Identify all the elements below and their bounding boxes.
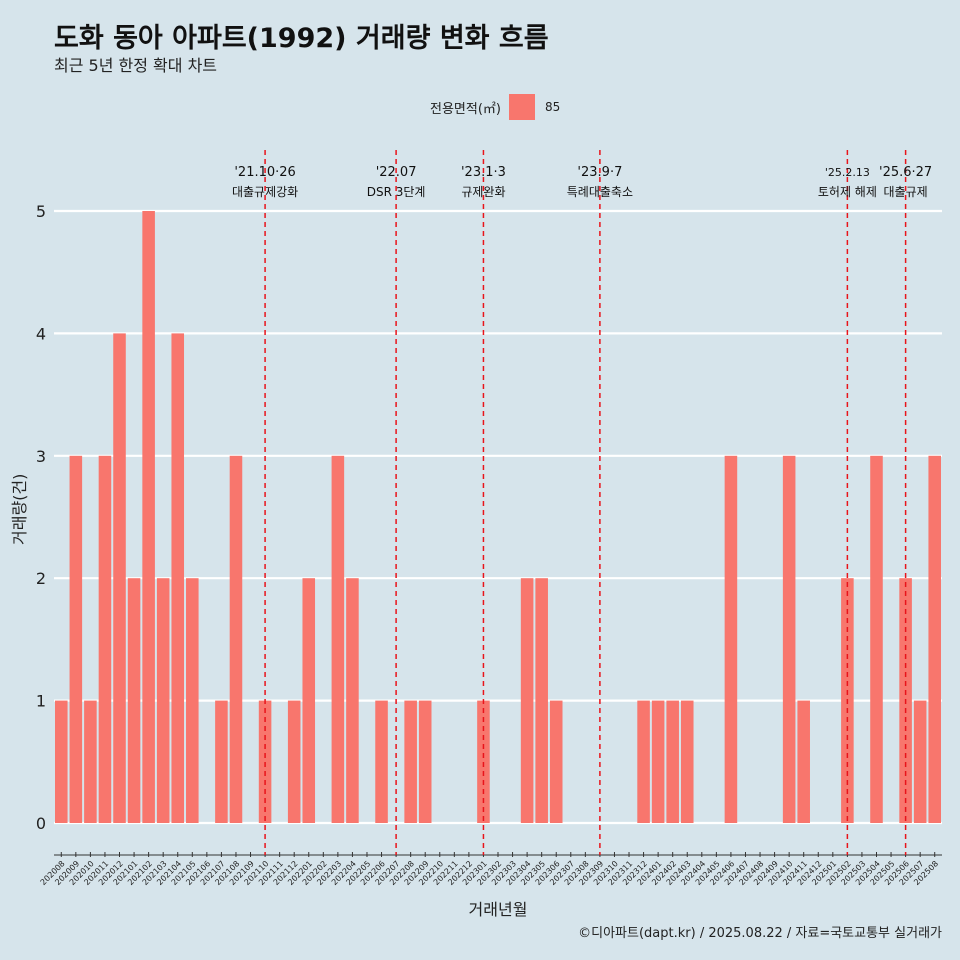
bar xyxy=(782,455,796,823)
y-axis-label: 거래량(건) xyxy=(10,473,29,545)
bar xyxy=(258,700,272,823)
chart-subtitle: 최근 5년 한정 확대 차트 xyxy=(54,56,218,75)
event-name-label: DSR 3단계 xyxy=(367,185,426,199)
bar xyxy=(666,700,679,823)
y-tick-label: 0 xyxy=(36,814,46,833)
bar xyxy=(55,700,68,823)
chart-title: 도화 동아 아파트(1992) 거래량 변화 흐름 xyxy=(54,23,549,54)
event-date-label: '22.07 xyxy=(376,165,417,180)
legend-title: 전용면적(㎡) xyxy=(430,101,501,117)
bar xyxy=(724,455,738,823)
bar xyxy=(113,333,126,823)
bar xyxy=(69,455,83,823)
source-caption: ©디아파트(dapt.kr) / 2025.08.22 / 자료=국토교통부 실… xyxy=(578,926,942,941)
event-name-label: 규제완화 xyxy=(461,185,505,199)
x-axis-label: 거래년월 xyxy=(468,900,528,919)
bar xyxy=(156,578,170,823)
bar xyxy=(680,700,694,823)
y-tick-label: 3 xyxy=(36,447,46,466)
bar xyxy=(637,700,650,823)
event-date-label: '25.6·27 xyxy=(879,165,932,180)
bar xyxy=(331,455,345,823)
legend-swatch xyxy=(508,94,535,120)
bar xyxy=(229,455,243,823)
y-tick-label: 5 xyxy=(36,202,46,221)
bar xyxy=(549,700,563,823)
bar xyxy=(186,578,199,823)
bar xyxy=(142,211,155,823)
bar xyxy=(797,700,810,823)
bar xyxy=(535,578,548,823)
bar xyxy=(127,578,141,823)
bar xyxy=(928,455,941,823)
event-name-label: 토허제 해제 xyxy=(818,185,877,199)
y-tick-label: 2 xyxy=(36,569,46,588)
bar xyxy=(98,455,112,823)
bar xyxy=(418,700,432,823)
bar xyxy=(84,700,97,823)
bar xyxy=(171,333,185,823)
bar xyxy=(375,700,388,823)
bar xyxy=(870,455,883,823)
event-date-label: '23.9·7 xyxy=(577,165,622,180)
bar xyxy=(477,700,490,823)
bar xyxy=(287,700,301,823)
bar xyxy=(215,700,228,823)
legend-label: 85 xyxy=(544,100,561,114)
bar xyxy=(302,578,316,823)
bar xyxy=(913,700,927,823)
event-name-label: 특례대출축소 xyxy=(567,185,633,199)
bar xyxy=(346,578,359,823)
event-date-label: '21.10·26 xyxy=(234,165,295,180)
y-tick-label: 4 xyxy=(36,324,46,343)
bar xyxy=(651,700,665,823)
event-name-label: 대출규제강화 xyxy=(232,185,298,199)
legend: 전용면적(㎡) 85 xyxy=(430,94,560,120)
event-date-label: '25.2.13 xyxy=(825,166,870,179)
y-tick-label: 1 xyxy=(36,692,46,711)
bar xyxy=(520,578,534,823)
event-date-label: '23.1·3 xyxy=(461,165,506,180)
bar xyxy=(404,700,417,823)
event-name-label: 대출규제 xyxy=(884,185,928,199)
